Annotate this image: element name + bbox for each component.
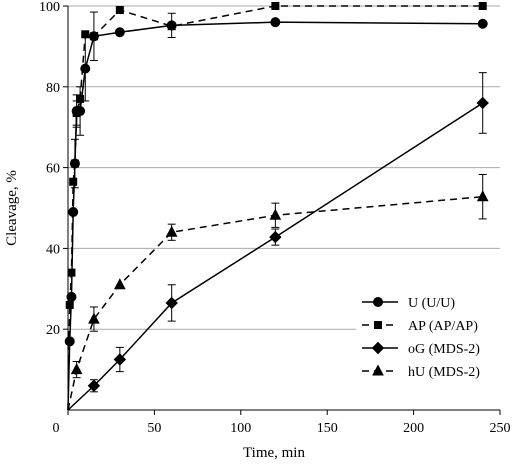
- data-point: [69, 177, 78, 186]
- x-tick-label: 50: [147, 421, 161, 436]
- data-point: [269, 230, 282, 244]
- data-point: [114, 27, 125, 38]
- legend-marker: [373, 297, 383, 307]
- x-tick-label: 150: [317, 421, 338, 436]
- data-point: [478, 2, 487, 10]
- x-tick-label: 250: [490, 421, 511, 436]
- data-point: [167, 22, 176, 31]
- series-layer: [64, 2, 489, 411]
- y-axis-ticks: 20 40 60 80 100: [39, 0, 68, 338]
- y-tick-label: 100: [39, 0, 60, 15]
- y-axis-label: Cleavage, %: [4, 170, 20, 246]
- x-axis-label: Time, min: [243, 445, 305, 461]
- data-point: [88, 312, 100, 324]
- y-tick-label: 60: [46, 162, 60, 177]
- data-point: [66, 291, 77, 302]
- data-point: [72, 109, 81, 118]
- series-3: [67, 72, 489, 411]
- data-point: [477, 18, 488, 29]
- data-point: [76, 94, 85, 103]
- data-point: [70, 159, 79, 168]
- data-point: [269, 208, 282, 220]
- data-point: [114, 278, 126, 290]
- data-point: [89, 32, 98, 41]
- data-point: [165, 225, 178, 237]
- data-point: [70, 363, 83, 375]
- data-point: [270, 17, 281, 28]
- data-point: [115, 6, 124, 15]
- grid-lines: [68, 5, 500, 330]
- legend-background: [356, 288, 520, 394]
- data-point: [67, 268, 76, 277]
- data-point: [113, 353, 127, 366]
- data-point: [165, 296, 178, 310]
- data-point: [65, 300, 74, 309]
- legend-label: U (U/U): [408, 296, 455, 311]
- legend-marker: [372, 364, 384, 376]
- data-point: [81, 30, 90, 39]
- legend-marker: [371, 341, 385, 355]
- series-2: [65, 2, 487, 411]
- series-4: [67, 173, 489, 411]
- x-tick-label: 0: [53, 421, 60, 436]
- x-axis-ticks: 0 50 100 150 200 250: [53, 410, 511, 436]
- legend: U (U/U) AP (AP/AP) oG (MDS-2) hU (MDS-2): [356, 288, 520, 394]
- legend-label: AP (AP/AP): [408, 319, 478, 334]
- x-tick-label: 200: [403, 421, 424, 436]
- legend-label: oG (MDS-2): [408, 342, 480, 357]
- data-point: [476, 96, 489, 110]
- data-point: [476, 190, 489, 202]
- data-point: [271, 2, 280, 10]
- legend-marker: [374, 321, 382, 329]
- y-tick-label: 40: [46, 242, 60, 257]
- y-tick-label: 20: [46, 323, 60, 338]
- x-tick-label: 100: [230, 421, 251, 436]
- series-line: [67, 102, 484, 411]
- y-tick-label: 80: [46, 81, 60, 96]
- data-point: [87, 379, 101, 392]
- legend-label: hU (MDS-2): [408, 365, 480, 380]
